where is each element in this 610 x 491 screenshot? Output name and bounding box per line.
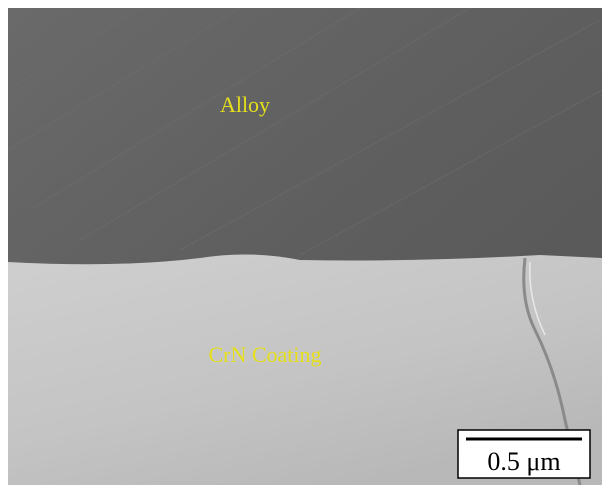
scale-label: 0.5 μm <box>487 447 560 476</box>
micrograph <box>8 8 602 485</box>
sem-image: Alloy CrN Coating 0.5 μm <box>0 0 610 491</box>
alloy-label: Alloy <box>220 92 270 117</box>
scale-bar: 0.5 μm <box>458 430 590 478</box>
coating-label: CrN Coating <box>208 342 321 367</box>
page: Alloy CrN Coating 0.5 μm (() => { const … <box>0 0 610 491</box>
